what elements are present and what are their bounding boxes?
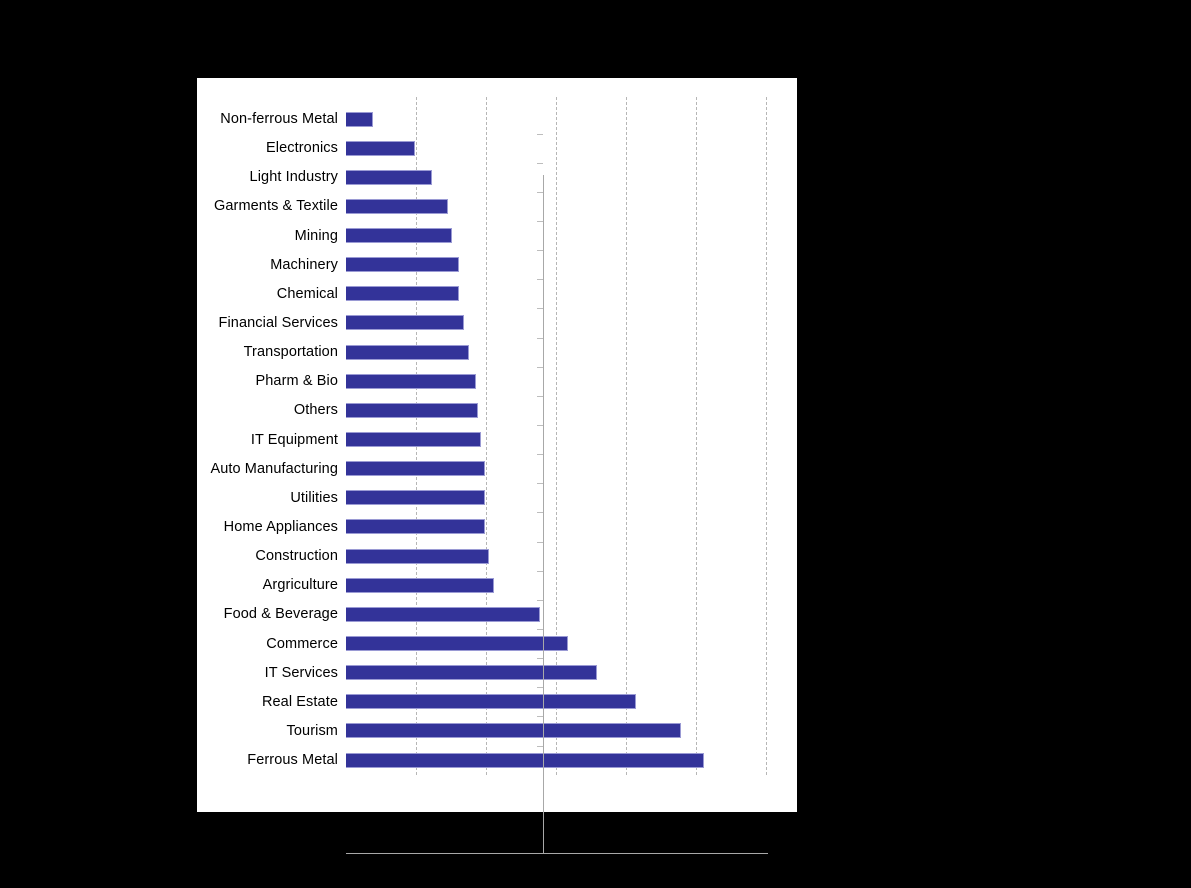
- category-label: Home Appliances: [223, 518, 338, 535]
- y-tick-mark: [537, 425, 543, 426]
- y-tick-mark: [537, 746, 543, 747]
- category-label: Commerce: [266, 635, 338, 652]
- gridline-x-5: [696, 97, 697, 775]
- category-label: Light Industry: [249, 169, 338, 186]
- bar: [346, 694, 636, 710]
- y-tick-mark: [537, 600, 543, 601]
- bar: [346, 315, 464, 331]
- y-tick-mark: [537, 687, 543, 688]
- category-label: Garments & Textile: [213, 198, 338, 215]
- bar: [346, 432, 482, 448]
- y-tick-mark: [537, 192, 543, 193]
- category-label: Food & Beverage: [223, 606, 338, 623]
- bar: [346, 344, 470, 360]
- y-tick-mark: [537, 367, 543, 368]
- category-label: Electronics: [265, 140, 338, 157]
- y-tick-mark: [537, 221, 543, 222]
- plot-area: [346, 97, 767, 775]
- gridline-x-2: [486, 97, 487, 775]
- y-tick-mark: [537, 512, 543, 513]
- bar: [346, 519, 486, 535]
- category-label: Utilities: [290, 489, 338, 506]
- bar: [346, 636, 568, 652]
- bar: [346, 286, 460, 302]
- category-label: Tourism: [286, 722, 338, 739]
- y-axis-line: [543, 175, 544, 854]
- category-label: Mining: [294, 227, 338, 244]
- chart-canvas: Non-ferrous Metal Electronics Light Indust…: [197, 78, 797, 877]
- category-label: Financial Services: [218, 314, 338, 331]
- y-tick-mark: [537, 163, 543, 164]
- category-label: Non-ferrous Metal: [220, 111, 338, 127]
- bar: [346, 606, 540, 622]
- category-label: Argriculture: [262, 577, 338, 594]
- gridline-x-3: [556, 97, 557, 775]
- y-tick-mark: [537, 338, 543, 339]
- category-label: Pharm & Bio: [255, 373, 338, 390]
- bar: [346, 577, 495, 593]
- y-tick-mark: [537, 396, 543, 397]
- y-tick-mark: [537, 308, 543, 309]
- category-label: Ferrous Metal: [247, 752, 338, 769]
- bar: [346, 461, 485, 477]
- bar: [346, 111, 373, 127]
- category-label: Real Estate: [261, 693, 338, 710]
- category-label: Machinery: [270, 256, 338, 273]
- bar: [346, 257, 460, 273]
- bar: [346, 198, 448, 214]
- bar: [346, 665, 597, 681]
- y-tick-mark: [537, 134, 543, 135]
- bar: [346, 140, 415, 156]
- y-tick-mark: [537, 454, 543, 455]
- category-label: IT Equipment: [250, 431, 338, 448]
- y-tick-mark: [537, 629, 543, 630]
- category-axis: Non-ferrous Metal Electronics Light Indust…: [197, 78, 338, 812]
- y-tick-mark: [537, 542, 543, 543]
- y-tick-mark: [537, 658, 543, 659]
- y-tick-mark: [537, 483, 543, 484]
- bar: [346, 548, 489, 564]
- bar: [346, 752, 704, 768]
- category-label: Chemical: [276, 285, 338, 302]
- bar: [346, 490, 486, 506]
- category-label: Others: [293, 402, 338, 419]
- bar: [346, 228, 453, 244]
- category-label: Construction: [255, 548, 338, 565]
- category-label: Transportation: [243, 344, 338, 361]
- y-tick-mark: [537, 250, 543, 251]
- category-label: Auto Manufacturing: [210, 460, 338, 477]
- category-label: IT Services: [264, 664, 338, 681]
- bar: [346, 373, 477, 389]
- y-tick-mark: [537, 716, 543, 717]
- bar: [346, 723, 681, 739]
- bar: [346, 169, 433, 185]
- y-tick-mark: [537, 571, 543, 572]
- y-tick-mark: [537, 279, 543, 280]
- bar: [346, 402, 478, 418]
- gridline-x-6: [766, 97, 767, 775]
- gridline-x-4: [626, 97, 627, 775]
- x-axis-line: [346, 853, 768, 854]
